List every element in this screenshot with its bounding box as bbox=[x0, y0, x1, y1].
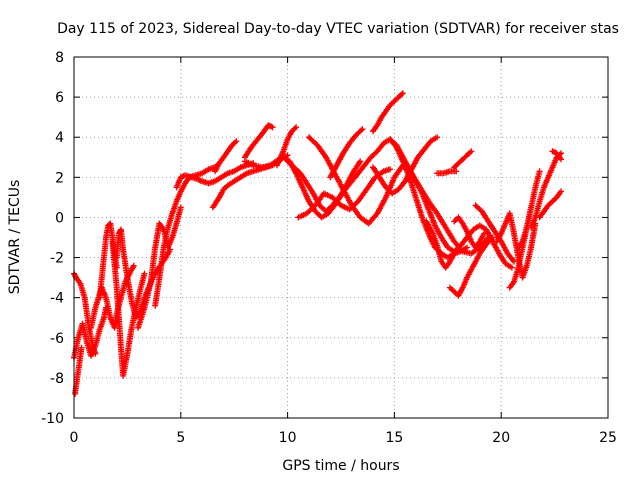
data-point-markers bbox=[434, 168, 460, 177]
x-axis-label: GPS time / hours bbox=[282, 458, 399, 474]
y-tick-label: -2 bbox=[50, 251, 64, 267]
data-point-markers bbox=[549, 148, 564, 163]
data-point-markers bbox=[493, 210, 539, 281]
y-tick-label: 2 bbox=[55, 170, 64, 186]
data-series bbox=[493, 210, 539, 281]
data-point-markers bbox=[451, 148, 475, 171]
data-point-markers bbox=[472, 202, 517, 265]
y-tick-label: -6 bbox=[50, 331, 64, 347]
data-series bbox=[515, 168, 543, 251]
axis-ticks: 0 5 10 15 20 25 -10 -8 -6 -4 -2 0 2 4 6 8 bbox=[41, 50, 617, 446]
x-tick-label: 0 bbox=[70, 430, 79, 446]
chart-title: Day 115 of 2023, Sidereal Day-to-day VTE… bbox=[57, 21, 619, 37]
data-point-markers bbox=[72, 344, 85, 397]
data-point-markers bbox=[212, 138, 240, 175]
data-point-markers bbox=[327, 126, 366, 181]
data-series bbox=[387, 136, 515, 271]
y-tick-label: 8 bbox=[55, 50, 64, 66]
y-tick-label: 0 bbox=[55, 210, 64, 226]
data-series bbox=[423, 218, 458, 271]
data-point-markers bbox=[135, 204, 184, 331]
data-point-markers bbox=[370, 90, 406, 135]
x-tick-label: 10 bbox=[279, 430, 297, 446]
data-point-markers bbox=[536, 188, 564, 221]
data-point-markers bbox=[241, 122, 276, 161]
y-tick-label: 6 bbox=[55, 90, 64, 106]
data-series bbox=[370, 90, 406, 135]
data-point-markers bbox=[446, 234, 496, 299]
data-series bbox=[212, 138, 240, 175]
data-point-markers bbox=[109, 238, 148, 379]
y-axis-label: SDTVAR / TECUs bbox=[7, 180, 23, 295]
data-series bbox=[327, 126, 366, 181]
data-series bbox=[451, 148, 475, 171]
data-point-markers bbox=[387, 136, 515, 271]
data-series bbox=[549, 148, 564, 163]
plot-frame bbox=[73, 56, 609, 419]
data-series bbox=[536, 188, 564, 221]
x-tick-label: 25 bbox=[599, 430, 617, 446]
data-series bbox=[135, 204, 184, 331]
data-series bbox=[446, 234, 496, 299]
data-point-markers bbox=[173, 160, 257, 191]
y-tick-label: -8 bbox=[50, 371, 64, 387]
data-series bbox=[241, 122, 276, 161]
y-tick-label: -10 bbox=[41, 411, 64, 427]
y-tick-label: -4 bbox=[50, 291, 64, 307]
x-tick-label: 15 bbox=[385, 430, 403, 446]
x-tick-label: 20 bbox=[492, 430, 510, 446]
data-series bbox=[434, 168, 460, 177]
plot-area bbox=[71, 90, 564, 397]
data-series bbox=[451, 214, 488, 251]
data-point-markers bbox=[423, 218, 458, 271]
data-series bbox=[472, 202, 517, 265]
data-series bbox=[72, 344, 85, 397]
y-tick-label: 4 bbox=[55, 130, 64, 146]
data-series bbox=[173, 160, 257, 191]
data-series bbox=[109, 238, 148, 379]
data-point-markers bbox=[528, 150, 564, 231]
x-tick-label: 5 bbox=[176, 430, 185, 446]
data-point-markers bbox=[451, 214, 488, 251]
data-point-markers bbox=[515, 168, 543, 251]
data-series bbox=[528, 150, 564, 231]
